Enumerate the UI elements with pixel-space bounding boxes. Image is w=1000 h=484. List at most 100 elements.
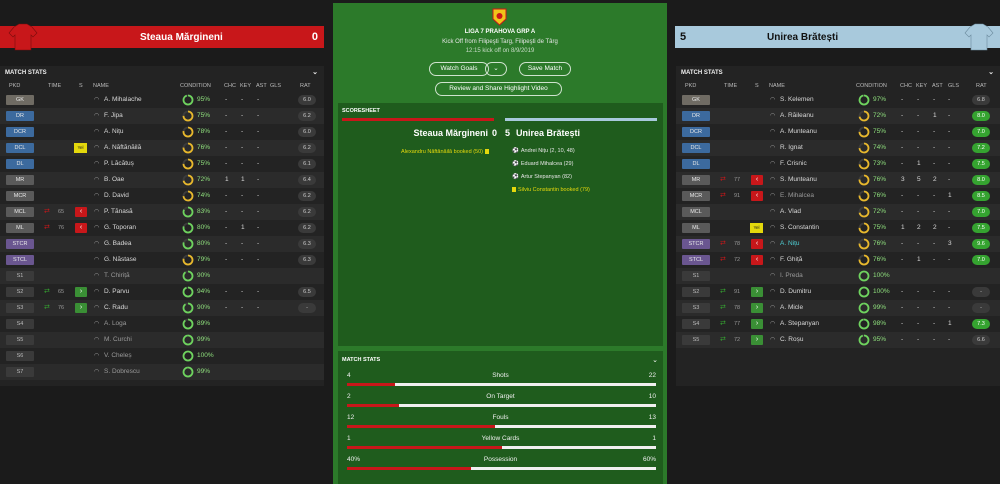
away-team-name[interactable]: Unirea Brătești: [767, 32, 839, 43]
watch-goals-button[interactable]: Watch Goals: [429, 62, 489, 76]
player-name[interactable]: R. Ignat: [780, 144, 803, 151]
player-row[interactable]: DL ◠ F. Crisnic 73% - 1 - - 7.5: [676, 156, 1000, 172]
player-row[interactable]: ML Yel ◠ S. Constantin 75% 1 2 2 - 7.5: [676, 220, 1000, 236]
position-badge[interactable]: S4: [682, 319, 710, 329]
player-row[interactable]: GK ◠ S. Kelemen 97% - - - - 6.8: [676, 92, 1000, 108]
position-badge[interactable]: S2: [6, 287, 34, 297]
col-pkd[interactable]: PKD: [685, 83, 697, 89]
position-badge[interactable]: DR: [6, 111, 34, 121]
position-badge[interactable]: MCR: [6, 191, 34, 201]
col-time[interactable]: TIME: [48, 83, 62, 89]
player-name[interactable]: A. Nițu: [104, 128, 124, 135]
position-badge[interactable]: DCL: [682, 143, 710, 153]
position-badge[interactable]: STCL: [6, 255, 34, 265]
player-name[interactable]: G. Badea: [104, 240, 132, 247]
col-name[interactable]: NAME: [769, 83, 785, 89]
col-time[interactable]: TIME: [724, 83, 738, 89]
player-row[interactable]: STCL ◠ G. Năstase 79% - - - 6.3: [0, 252, 324, 268]
collapse-icon[interactable]: ⌄: [988, 69, 994, 76]
position-badge[interactable]: MR: [682, 175, 710, 185]
player-row[interactable]: DL ◠ P. Lăcătuș 75% - - - 6.1: [0, 156, 324, 172]
collapse-icon[interactable]: ⌄: [312, 69, 318, 76]
col-key[interactable]: KEY: [240, 83, 252, 89]
player-name[interactable]: A. Răileanu: [780, 112, 814, 119]
player-name[interactable]: S. Constantin: [780, 224, 820, 231]
col-s[interactable]: S: [755, 83, 759, 89]
position-badge[interactable]: S1: [682, 271, 710, 281]
player-row[interactable]: S5 ◠ M. Curchi 99%: [0, 332, 324, 348]
player-row[interactable]: S3 ⇄ 76 › ◠ C. Radu 90% - - - -: [0, 300, 324, 316]
player-name[interactable]: D. Dumitru: [780, 288, 812, 295]
position-badge[interactable]: S3: [6, 303, 34, 313]
position-badge[interactable]: S2: [682, 287, 710, 297]
player-name[interactable]: D. Parvu: [104, 288, 130, 295]
player-row[interactable]: S3 ⇄ 78 › ◠ A. Micle 99% - - - - -: [676, 300, 1000, 316]
position-badge[interactable]: MCR: [682, 191, 710, 201]
position-badge[interactable]: DCR: [682, 127, 710, 137]
position-badge[interactable]: GK: [6, 95, 34, 105]
position-badge[interactable]: ML: [6, 223, 34, 233]
col-chc[interactable]: CHC: [224, 83, 236, 89]
position-badge[interactable]: S5: [6, 335, 34, 345]
player-name[interactable]: A. Stepanyan: [780, 320, 820, 327]
player-row[interactable]: S4 ◠ A. Loga 89%: [0, 316, 324, 332]
position-badge[interactable]: S1: [6, 271, 34, 281]
player-name[interactable]: M. Curchi: [104, 336, 132, 343]
player-name[interactable]: V. Cheleș: [104, 352, 132, 359]
save-match-button[interactable]: Save Match: [519, 62, 571, 76]
player-name[interactable]: A. Munteanu: [780, 128, 817, 135]
review-highlight-button[interactable]: Review and Share Highlight Video: [435, 82, 562, 96]
player-row[interactable]: S4 ⇄ 77 › ◠ A. Stepanyan 98% - - - 1 7.3: [676, 316, 1000, 332]
position-badge[interactable]: DCL: [6, 143, 34, 153]
player-row[interactable]: DR ◠ F. Jipa 75% - - - 6.2: [0, 108, 324, 124]
player-row[interactable]: MCL ◠ A. Vlad 72% - - - - 7.0: [676, 204, 1000, 220]
player-name[interactable]: F. Crisnic: [780, 160, 807, 167]
col-name[interactable]: NAME: [93, 83, 109, 89]
position-badge[interactable]: DR: [682, 111, 710, 121]
player-name[interactable]: A. Nițu: [780, 240, 800, 247]
player-name[interactable]: A. Vlad: [780, 208, 801, 215]
player-row[interactable]: S5 ⇄ 72 › ◠ C. Roșu 95% - - - - 6.6: [676, 332, 1000, 348]
player-row[interactable]: S1 ◠ I. Preda 100%: [676, 268, 1000, 284]
player-name[interactable]: A. Micle: [780, 304, 804, 311]
player-row[interactable]: ML ⇄ 76 ‹ ◠ G. Toporan 80% - 1 - 6.2: [0, 220, 324, 236]
position-badge[interactable]: STCR: [6, 239, 34, 249]
player-row[interactable]: MR ⇄ 77 ‹ ◠ S. Munteanu 76% 3 5 2 - 8.0: [676, 172, 1000, 188]
position-badge[interactable]: MR: [6, 175, 34, 185]
col-ast[interactable]: AST: [932, 83, 943, 89]
col-condition[interactable]: CONDITION: [856, 83, 887, 89]
player-row[interactable]: DCL Yel ◠ A. Năftănăilă 76% - - - 6.2: [0, 140, 324, 156]
position-badge[interactable]: STCL: [682, 255, 710, 265]
position-badge[interactable]: MCL: [682, 207, 710, 217]
position-badge[interactable]: ML: [682, 223, 710, 233]
player-name[interactable]: C. Radu: [104, 304, 128, 311]
player-row[interactable]: MCR ⇄ 91 ‹ ◠ E. Mihalcea 76% - - - 1 8.5: [676, 188, 1000, 204]
player-row[interactable]: MCR ◠ D. David 74% - - - 6.2: [0, 188, 324, 204]
player-name[interactable]: T. Chiriță: [104, 272, 130, 279]
competition-title[interactable]: LIGA 7 PRAHOVA GRP A: [464, 29, 536, 35]
player-row[interactable]: STCL ⇄ 72 ‹ ◠ F. Ghiță 76% - 1 - - 7.0: [676, 252, 1000, 268]
player-name[interactable]: A. Loga: [104, 320, 127, 327]
player-name[interactable]: S. Dobrescu: [104, 368, 140, 375]
player-row[interactable]: DCL ◠ R. Ignat 74% - - - - 7.2: [676, 140, 1000, 156]
col-gls[interactable]: GLS: [948, 83, 960, 89]
player-name[interactable]: G. Toporan: [104, 224, 137, 231]
collapse-icon[interactable]: ⌄: [652, 357, 658, 364]
player-row[interactable]: S6 ◠ V. Cheleș 100%: [0, 348, 324, 364]
col-rat[interactable]: RAT: [300, 83, 311, 89]
home-team-name[interactable]: Steaua Mărgineni: [140, 32, 223, 43]
position-badge[interactable]: DCR: [6, 127, 34, 137]
player-name[interactable]: A. Mihalache: [104, 96, 142, 103]
player-name[interactable]: P. Tănasă: [104, 208, 133, 215]
player-row[interactable]: STCR ⇄ 78 ‹ ◠ A. Nițu 76% - - - 3 9.6: [676, 236, 1000, 252]
position-badge[interactable]: S7: [6, 367, 34, 377]
col-ast[interactable]: AST: [256, 83, 267, 89]
player-name[interactable]: F. Jipa: [104, 112, 123, 119]
player-name[interactable]: C. Roșu: [780, 336, 804, 343]
col-pkd[interactable]: PKD: [9, 83, 21, 89]
player-row[interactable]: DCR ◠ A. Munteanu 75% - - - - 7.0: [676, 124, 1000, 140]
player-row[interactable]: DCR ◠ A. Nițu 78% - - - 6.0: [0, 124, 324, 140]
col-key[interactable]: KEY: [916, 83, 928, 89]
position-badge[interactable]: S4: [6, 319, 34, 329]
col-rat[interactable]: RAT: [976, 83, 987, 89]
